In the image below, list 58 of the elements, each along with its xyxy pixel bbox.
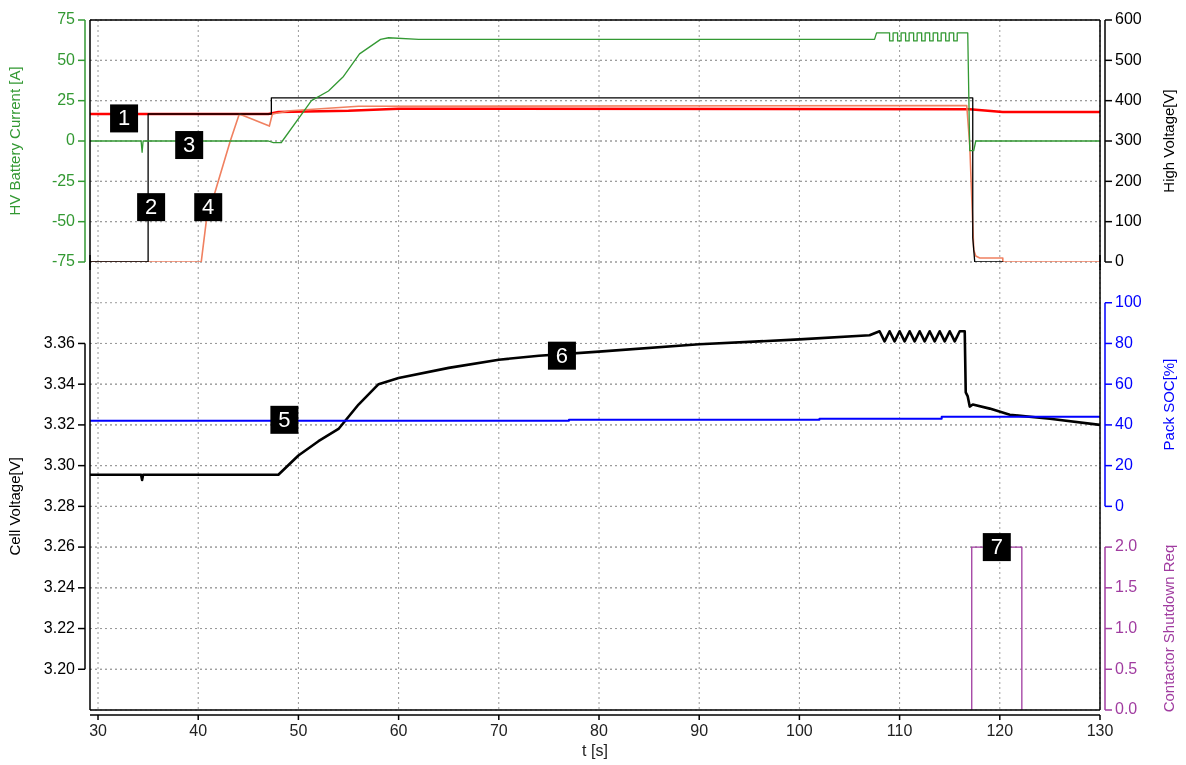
annotation: 3	[183, 132, 196, 158]
y-tick-label: 3.36	[43, 333, 76, 351]
y2-axis-title: Pack SOC[%]	[1160, 358, 1178, 451]
y-tick-label: 3.20	[43, 659, 76, 677]
y-tick-label: 3.34	[43, 374, 76, 392]
annotation: 6	[555, 342, 569, 368]
x-tick-label: 50	[289, 722, 308, 740]
y2-tick-label: 600	[1115, 10, 1142, 28]
y2-tick-label: 0	[1115, 252, 1124, 270]
x-tick-label: 90	[690, 722, 709, 740]
x-tick-label: 70	[489, 722, 508, 740]
y3-tick-label: 2.0	[1115, 537, 1138, 555]
y3-tick-label: 0.0	[1115, 700, 1138, 718]
y2-tick-label: 100	[1115, 212, 1142, 230]
x-tick-label: 30	[89, 722, 108, 740]
y2-tick-label: 40	[1115, 415, 1133, 433]
y-tick-label: 3.24	[43, 578, 76, 596]
y3-tick-label: 0.5	[1115, 659, 1138, 677]
y-tick-label: 75	[57, 10, 76, 28]
x-tick-label: 60	[389, 722, 408, 740]
y2-tick-label: 200	[1115, 171, 1142, 189]
y-tick-label: 50	[57, 50, 76, 68]
y-tick-label: 0	[66, 131, 76, 149]
x-tick-label: 100	[786, 722, 813, 740]
y3-tick-label: 1.0	[1115, 618, 1138, 636]
x-tick-label: 110	[886, 722, 913, 740]
y-tick-label: 3.32	[43, 415, 76, 433]
y-axis-title: HV Battery Current [A]	[6, 66, 24, 216]
y2-tick-label: 500	[1115, 50, 1142, 68]
x-tick-label: 130	[1086, 722, 1114, 740]
y2-tick-label: 0	[1115, 496, 1124, 514]
x-tick-label: 120	[986, 722, 1014, 740]
y-axis-title: Cell Voltage[V]	[6, 457, 24, 556]
y2-tick-label: 20	[1115, 456, 1133, 474]
y3-tick-label: 1.5	[1115, 578, 1138, 596]
y2-tick-label: 100	[1115, 293, 1142, 311]
y2-tick-label: 60	[1115, 374, 1133, 392]
y-tick-label: -75	[51, 252, 76, 270]
y-tick-label: 3.28	[43, 496, 76, 514]
y-tick-label: 3.30	[43, 456, 76, 474]
y2-tick-label: 80	[1115, 333, 1133, 351]
annotation: 1	[117, 105, 131, 131]
y3-axis-title: Contactor Shutdown Req	[1160, 544, 1178, 713]
x-tick-label: 80	[590, 722, 609, 740]
x-axis-title: t [s]	[582, 742, 608, 760]
y-tick-label: 3.22	[43, 618, 76, 636]
annotation: 2	[145, 194, 158, 220]
y-tick-label: -25	[51, 171, 76, 189]
y2-axis-title: High Voltage[V]	[1160, 89, 1178, 193]
y-tick-label: 25	[57, 91, 76, 109]
annotation: 4	[202, 194, 215, 220]
y-tick-label: 3.26	[43, 537, 76, 555]
y-tick-label: -50	[51, 212, 76, 230]
y2-tick-label: 300	[1115, 131, 1142, 149]
annotation: 5	[278, 406, 291, 432]
x-tick-label: 40	[189, 722, 208, 740]
y2-tick-label: 400	[1115, 91, 1142, 109]
annotation: 7	[990, 534, 1003, 560]
